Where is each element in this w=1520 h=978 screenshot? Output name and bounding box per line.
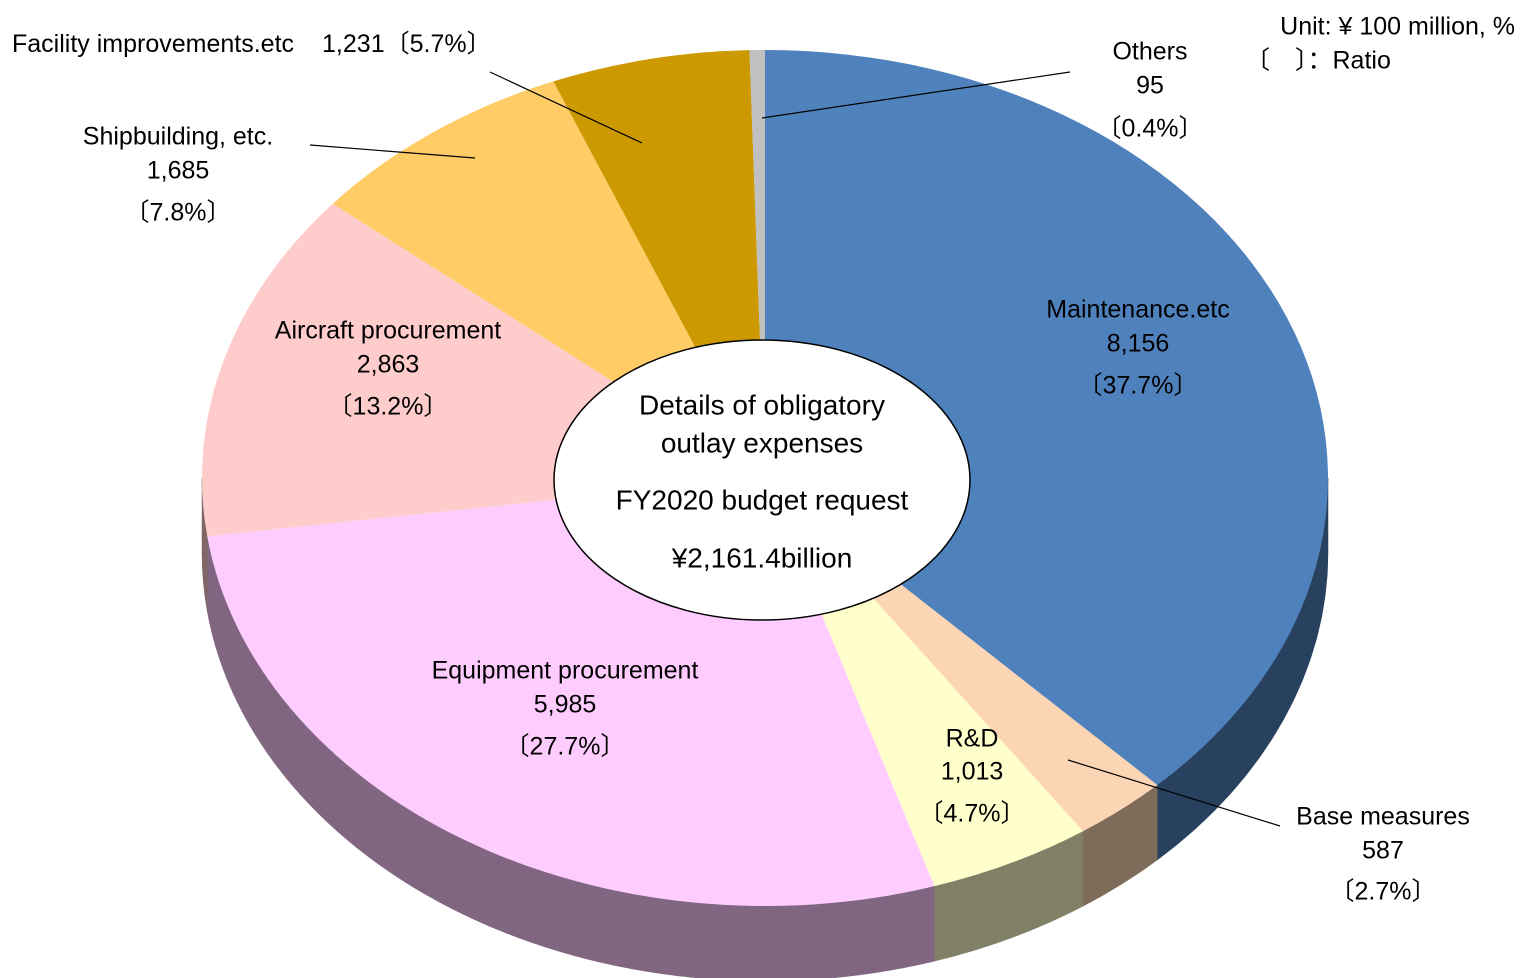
center-ellipse bbox=[553, 339, 971, 621]
slice-name: Others bbox=[1112, 38, 1187, 66]
leader-line bbox=[309, 144, 476, 159]
slice-ratio: 〔7.8%〕 bbox=[125, 199, 232, 227]
center-text: ¥2,161.4billion bbox=[671, 542, 853, 573]
slice-ratio: 〔13.2%〕 bbox=[328, 393, 449, 421]
slice-name: Equipment procurement bbox=[432, 657, 699, 685]
leader-line bbox=[1067, 759, 1281, 827]
slice-name: Facility improvements.etc bbox=[12, 30, 294, 58]
slice-name: Maintenance.etc bbox=[1046, 296, 1229, 324]
labels: Details of obligatory outlay expenses FY20… bbox=[12, 13, 1515, 906]
unit-note: Unit: ¥ 100 million, % bbox=[1280, 13, 1515, 41]
leader-line bbox=[489, 71, 643, 144]
slice-ratio: 〔0.4%〕 bbox=[1097, 115, 1204, 143]
slice-ratio: 〔27.7%〕 bbox=[505, 733, 626, 761]
pie-slice bbox=[765, 50, 1328, 786]
slice-value: 1,231 bbox=[322, 30, 385, 58]
slice-value: 95 bbox=[1136, 72, 1164, 100]
slice-name: Shipbuilding, etc. bbox=[83, 123, 273, 151]
slice-value: 587 bbox=[1362, 837, 1404, 865]
slice-ratio: 〔4.7%〕 bbox=[919, 800, 1026, 828]
slice-value: 2,863 bbox=[357, 351, 420, 379]
slice-ratio: 〔37.7%〕 bbox=[1078, 372, 1199, 400]
slice-value: 8,156 bbox=[1107, 330, 1170, 358]
slice-name: R&D bbox=[946, 725, 999, 753]
slice-name: Base measures bbox=[1296, 803, 1470, 831]
leader-line bbox=[761, 71, 1071, 119]
pie-sides bbox=[201, 477, 1329, 978]
center-text: FY2020 budget request bbox=[616, 484, 909, 515]
slice-value: 1,013 bbox=[941, 758, 1004, 786]
slice-label: Facility improvements.etc 1,231〔5.7%〕 bbox=[12, 30, 492, 58]
slice-value: 5,985 bbox=[534, 691, 597, 719]
slice-ratio: 〔2.7%〕 bbox=[1330, 878, 1437, 906]
slice-value: 1,685 bbox=[147, 157, 210, 185]
slice-ratio: 〔5.7%〕 bbox=[385, 30, 492, 58]
slice-name: Aircraft procurement bbox=[275, 317, 502, 345]
center-text: outlay expenses bbox=[661, 427, 863, 458]
center-text: Details of obligatory bbox=[639, 389, 885, 420]
unit-note: 〔 〕：Ratio bbox=[1245, 47, 1391, 75]
